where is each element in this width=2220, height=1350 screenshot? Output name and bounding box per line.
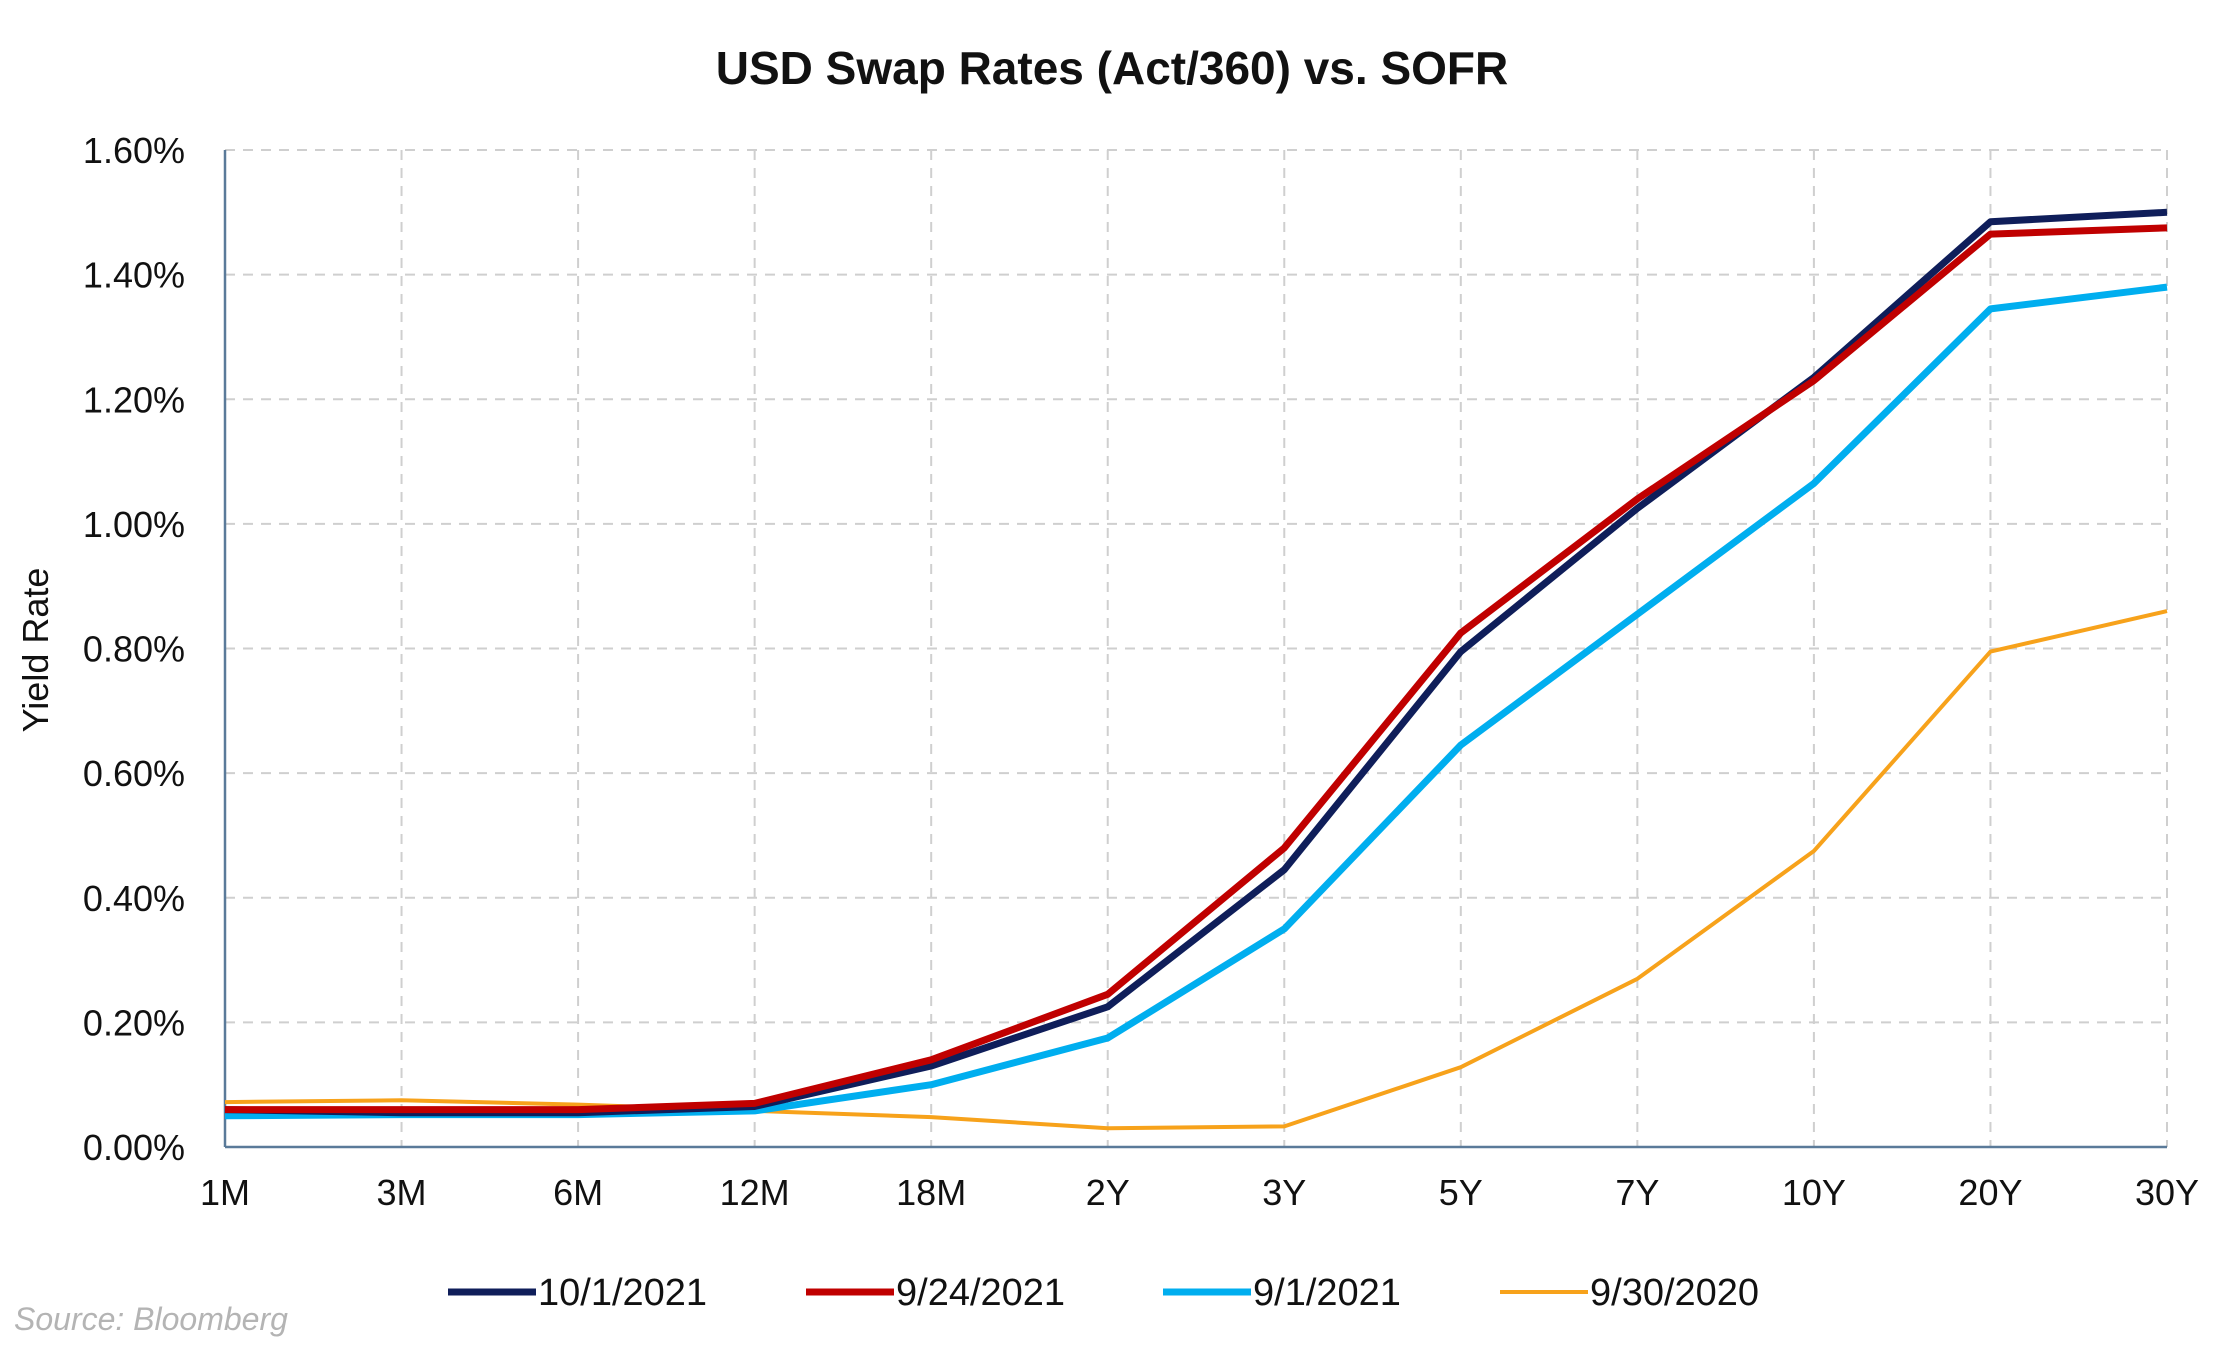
y-tick-label: 1.40% — [83, 255, 185, 296]
legend-label: 10/1/2021 — [538, 1272, 707, 1314]
y-tick-label: 0.80% — [83, 629, 185, 670]
legend-item: 9/24/2021 — [806, 1272, 1065, 1314]
x-tick-label: 5Y — [1439, 1172, 1483, 1213]
y-tick-label: 0.00% — [83, 1127, 185, 1168]
source-note: Source: Bloomberg — [14, 1301, 288, 1337]
legend-item: 9/30/2020 — [1500, 1272, 1759, 1314]
legend-item: 10/1/2021 — [448, 1272, 707, 1314]
x-tick-label: 6M — [553, 1172, 603, 1213]
plot-area — [224, 208, 2168, 1131]
y-tick-label: 1.00% — [83, 504, 185, 545]
x-tick-label: 20Y — [1958, 1172, 2022, 1213]
x-tick-label: 30Y — [2135, 1172, 2199, 1213]
y-tick-label: 0.20% — [83, 1002, 185, 1043]
legend-label: 9/1/2021 — [1253, 1272, 1401, 1314]
legend: 10/1/2021 9/24/2021 9/1/2021 9/30/2020 — [448, 1272, 1759, 1314]
y-tick-label: 0.60% — [83, 753, 185, 794]
legend-label: 9/30/2020 — [1590, 1272, 1759, 1314]
x-axis-ticks: 1M 3M 6M 12M 18M 2Y 3Y 5Y 7Y 10Y 20Y 30Y — [200, 1172, 2199, 1213]
axes — [223, 150, 2167, 1149]
y-axis-ticks: 0.00% 0.20% 0.40% 0.60% 0.80% 1.00% 1.20% 1.40%… — [83, 130, 185, 1168]
x-tick-label: 1M — [200, 1172, 250, 1213]
x-tick-label: 2Y — [1086, 1172, 1130, 1213]
x-tick-label: 3Y — [1262, 1172, 1306, 1213]
x-tick-label: 12M — [720, 1172, 790, 1213]
x-tick-label: 3M — [377, 1172, 427, 1213]
x-tick-label: 18M — [896, 1172, 966, 1213]
x-tick-label: 10Y — [1782, 1172, 1846, 1213]
y-tick-label: 0.40% — [83, 878, 185, 919]
chart-title: USD Swap Rates (Act/360) vs. SOFR — [716, 42, 1508, 94]
legend-item: 9/1/2021 — [1163, 1272, 1401, 1314]
y-tick-label: 1.20% — [83, 379, 185, 420]
gridlines — [225, 149, 2168, 1147]
series-line — [224, 609, 2168, 1131]
y-tick-label: 1.60% — [83, 130, 185, 171]
series-line — [224, 208, 2168, 1117]
y-axis-title: Yield Rate — [15, 568, 56, 733]
series-line — [225, 224, 2168, 1114]
legend-label: 9/24/2021 — [896, 1272, 1065, 1314]
x-tick-label: 7Y — [1615, 1172, 1659, 1213]
series-line — [224, 283, 2168, 1120]
